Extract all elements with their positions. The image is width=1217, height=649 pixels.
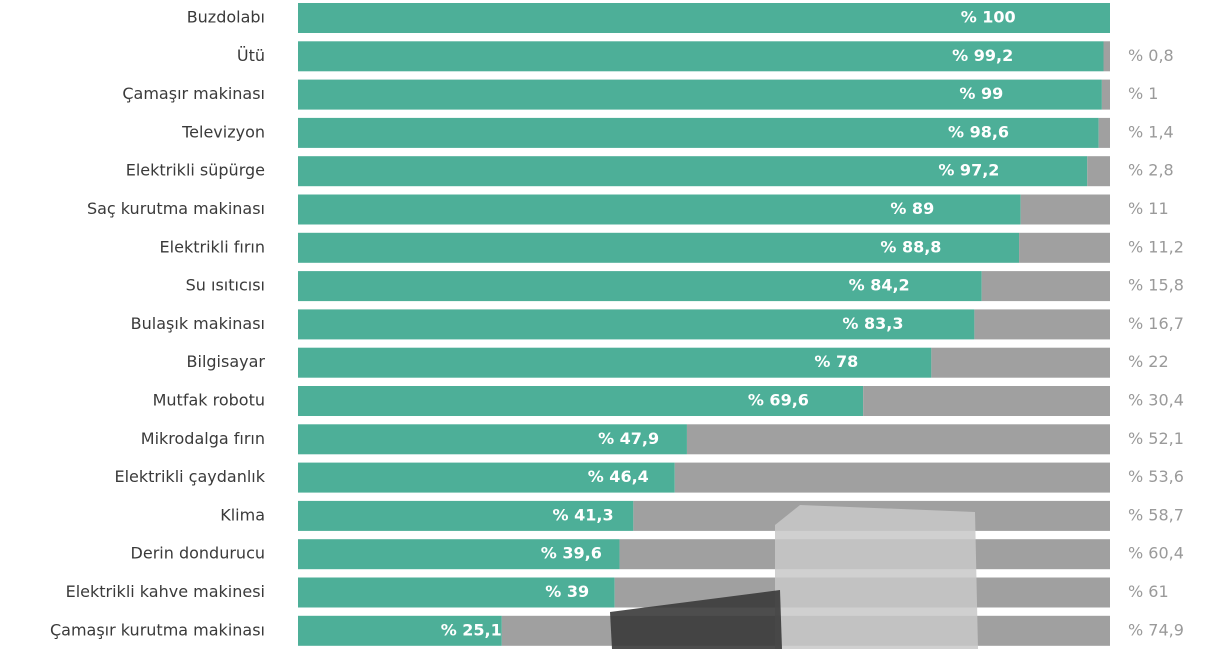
- bar-segment: [298, 386, 864, 416]
- value-label: % 69,6: [748, 391, 809, 410]
- value-label: % 0,8: [1128, 46, 1174, 65]
- bar-segment: [1101, 79, 1110, 110]
- value-label: % 11,2: [1128, 237, 1184, 256]
- bar-segment: [686, 424, 1110, 455]
- value-label: % 58,7: [1128, 505, 1184, 524]
- value-label: % 46,4: [588, 467, 649, 486]
- category-label: Çamaşır makinası: [122, 84, 265, 103]
- value-label: % 30,4: [1128, 391, 1184, 410]
- bar-segment: [974, 309, 1110, 340]
- appliance-tv: [610, 590, 782, 649]
- value-label: % 25,1: [441, 620, 502, 639]
- category-label: Buzdolabı: [187, 8, 265, 27]
- value-label: % 61: [1128, 582, 1169, 601]
- bar-segment: [981, 271, 1110, 302]
- value-label: % 52,1: [1128, 429, 1184, 448]
- category-label: Bulaşık makinası: [131, 314, 265, 333]
- bar-segment: [298, 615, 502, 646]
- bar-segment: [674, 462, 1110, 493]
- bar-segment: [1103, 41, 1110, 72]
- value-label: % 22: [1128, 352, 1169, 371]
- value-label: % 78: [814, 352, 858, 371]
- value-label: % 11: [1128, 199, 1169, 218]
- bar-segment: [298, 3, 1110, 33]
- value-label: % 16,7: [1128, 314, 1184, 333]
- bar-segment: [298, 539, 620, 570]
- bar-segment: [298, 41, 1104, 72]
- category-label: Saç kurutma makinası: [87, 199, 265, 218]
- value-label: % 97,2: [938, 161, 999, 180]
- bar-segment: [1020, 194, 1110, 225]
- value-label: % 39,6: [541, 544, 602, 563]
- value-label: % 2,8: [1128, 161, 1174, 180]
- appliance-fridge: [775, 505, 978, 649]
- bar-segment: [298, 500, 634, 531]
- bar-segment: [298, 347, 932, 378]
- value-label: % 99: [959, 84, 1003, 103]
- category-label: Elektrikli fırın: [160, 237, 265, 256]
- bar-segment: [298, 156, 1088, 187]
- value-label: % 39: [545, 582, 589, 601]
- bar-segment: [1019, 232, 1110, 263]
- bar-segment: [1098, 117, 1110, 148]
- value-label: % 60,4: [1128, 544, 1184, 563]
- value-label: % 99,2: [952, 46, 1013, 65]
- value-label: % 41,3: [553, 505, 614, 524]
- category-label: Elektrikli çaydanlık: [114, 467, 265, 486]
- value-label: % 100: [961, 8, 1016, 27]
- category-label: Su ısıtıcısı: [186, 276, 265, 295]
- category-label: Elektrikli kahve makinesi: [66, 582, 265, 601]
- bar-segment: [298, 194, 1021, 225]
- value-label: % 88,8: [880, 237, 941, 256]
- bar-segment: [298, 271, 982, 302]
- bar-segment: [298, 79, 1102, 110]
- value-label: % 89: [890, 199, 934, 218]
- bar-segment: [1087, 156, 1110, 187]
- value-label: % 98,6: [948, 122, 1009, 141]
- category-label: Televizyon: [181, 122, 265, 141]
- value-label: % 84,2: [849, 276, 910, 295]
- bar-segment: [298, 424, 687, 455]
- value-label: % 1,4: [1128, 122, 1174, 141]
- category-label: Mikrodalga fırın: [141, 429, 265, 448]
- bar-segment: [298, 117, 1099, 148]
- bar-segment: [931, 347, 1110, 378]
- bar-segment: [298, 462, 675, 493]
- category-label: Bilgisayar: [187, 352, 266, 371]
- category-label: Ütü: [237, 46, 265, 65]
- value-label: % 74,9: [1128, 620, 1184, 639]
- bar-segment: [863, 386, 1110, 416]
- bar-segment: [298, 577, 615, 608]
- bar-segment: [298, 232, 1020, 263]
- value-label: % 1: [1128, 84, 1158, 103]
- value-label: % 15,8: [1128, 276, 1184, 295]
- category-label: Klima: [220, 505, 265, 524]
- category-label: Elektrikli süpürge: [126, 161, 265, 180]
- value-label: % 47,9: [598, 429, 659, 448]
- value-label: % 53,6: [1128, 467, 1184, 486]
- category-label: Derin dondurucu: [131, 544, 265, 563]
- value-label: % 83,3: [842, 314, 903, 333]
- category-label: Mutfak robotu: [153, 391, 265, 410]
- category-label: Çamaşır kurutma makinası: [50, 620, 265, 639]
- bar-segment: [298, 309, 975, 340]
